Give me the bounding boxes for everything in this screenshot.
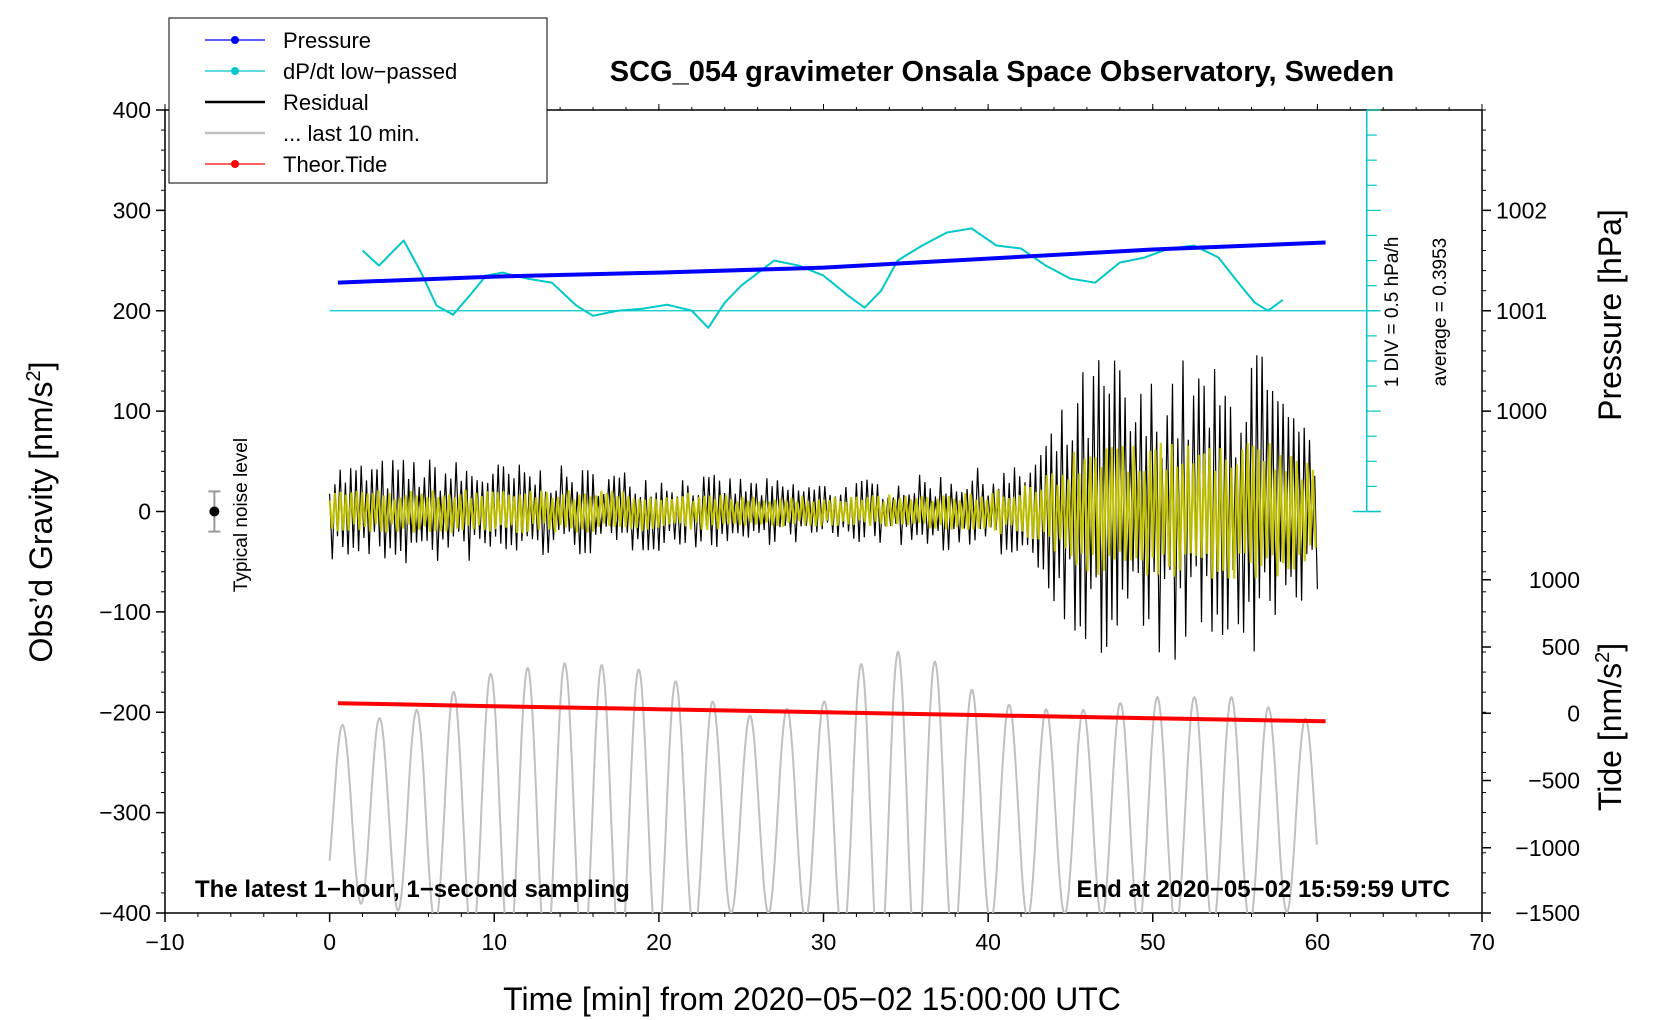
legend-box <box>168 17 548 184</box>
y-tick-label: −200 <box>99 699 151 725</box>
annotation-end-time: End at 2020−05−02 15:59:59 UTC <box>1076 876 1450 903</box>
overlay-layer <box>208 109 1381 533</box>
y-tick-label: 100 <box>113 398 151 424</box>
dpdt-scale-label: 1 DIV = 0.5 hPa/h <box>1382 237 1403 388</box>
pressure-tick-label: 1002 <box>1496 197 1547 223</box>
y-tick-label: −300 <box>99 800 151 826</box>
y-tick-label: −100 <box>99 599 151 625</box>
legend-label: Pressure <box>283 28 371 53</box>
tide-tick-label: −500 <box>1528 768 1580 794</box>
y-tick-label: 300 <box>113 197 151 223</box>
series-theor-tide <box>337 701 1326 724</box>
y-tick-label: 400 <box>113 97 151 123</box>
x-tick-label: 0 <box>323 929 336 955</box>
tide-tick-label: 0 <box>1567 700 1580 726</box>
y-axis-label-tide: Tide [nm/s2] <box>1592 643 1628 811</box>
noise-level-label: Typical noise level <box>231 438 252 592</box>
tide-tick-label: −1000 <box>1515 835 1580 861</box>
series-layer <box>328 227 1326 913</box>
legend-label: dP/dt low−passed <box>283 59 457 84</box>
x-tick-label: −10 <box>145 929 184 955</box>
annotation-sampling: The latest 1−hour, 1−second sampling <box>195 876 630 903</box>
pressure-tick-label: 1000 <box>1496 398 1547 424</box>
y-tick-label: 200 <box>113 298 151 324</box>
y-tick-label: 0 <box>138 499 151 525</box>
y-tick-label: −400 <box>99 900 151 926</box>
x-tick-label: 10 <box>481 929 507 955</box>
y-axis-label-left: Obs’d Gravity [nm/s2] <box>23 362 59 663</box>
tide-tick-label: −1500 <box>1515 900 1580 926</box>
x-tick-label: 40 <box>975 929 1001 955</box>
y-axis-label-pressure: Pressure [hPa] <box>1592 209 1628 421</box>
legend-label: Residual <box>283 90 369 115</box>
x-tick-label: 70 <box>1469 929 1495 955</box>
axes-layer: −10 0 10 20 30 40 50 60 70−400−300−200−100010020… <box>99 97 1580 955</box>
x-tick-label: 50 <box>1140 929 1166 955</box>
legend-label: Theor.Tide <box>283 152 387 177</box>
series-residual-filtered <box>328 442 1317 579</box>
tide-tick-label: 500 <box>1542 634 1580 660</box>
series-last-10-min <box>328 650 1318 913</box>
noise-point <box>209 506 220 517</box>
x-tick-label: 30 <box>811 929 837 955</box>
legend-marker <box>231 36 239 44</box>
legend: Pressure dP/dt low−passed Residual ... last… <box>168 17 548 184</box>
legend-label: ... last 10 min. <box>283 121 420 146</box>
series-pressure <box>337 240 1326 285</box>
legend-marker <box>231 67 239 75</box>
legend-marker <box>231 160 239 168</box>
x-tick-label: 60 <box>1305 929 1331 955</box>
tide-tick-label: 1000 <box>1529 567 1580 593</box>
pressure-tick-label: 1001 <box>1496 298 1547 324</box>
x-tick-label: 20 <box>646 929 672 955</box>
chart-title: SCG_054 gravimeter Onsala Space Observat… <box>610 56 1394 88</box>
x-axis-label: Time [min] from 2020−05−02 15:00:00 UTC <box>503 981 1121 1017</box>
dpdt-average-label: average = 0.3953 <box>1430 238 1451 386</box>
